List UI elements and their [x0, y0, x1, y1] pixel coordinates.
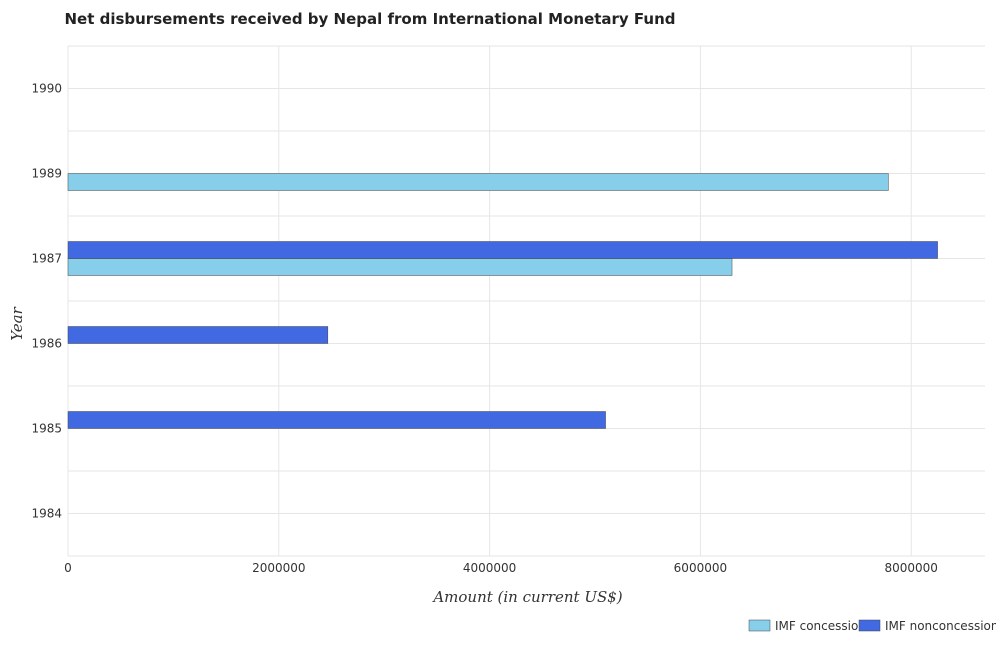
x-tick-label: 0	[64, 561, 72, 575]
y-tick-label: 1989	[31, 167, 62, 181]
legend: IMF concessional IMF nonconcessional	[748, 619, 996, 633]
x-axis-title: Amount (in current US$)	[431, 588, 622, 606]
y-axis-title: Year	[8, 306, 26, 340]
bar-imf-nonconcessional-1987	[67, 241, 938, 259]
y-tick-labels: 1984 1985 1986 1987 1989 1990	[31, 82, 62, 521]
bar-imf-nonconcessional-1986	[67, 326, 329, 344]
x-tick-label: 6000000	[674, 561, 727, 575]
bars	[67, 173, 938, 429]
x-tick-labels: 0 2000000 4000000 6000000 8000000	[64, 561, 938, 575]
y-tick-label: 1984	[31, 507, 62, 521]
bar-imf-nonconcessional-1985	[67, 411, 606, 429]
y-tick-label: 1986	[31, 337, 62, 351]
chart-title: Net disbursements received by Nepal from…	[64, 10, 675, 28]
legend-label-imf-concessional: IMF concessional	[775, 619, 877, 633]
legend-swatch-imf-concessional	[748, 619, 771, 632]
legend-swatch-imf-nonconcessional	[858, 619, 881, 632]
x-tick-label: 8000000	[884, 561, 937, 575]
y-tick-label: 1985	[31, 422, 62, 436]
x-tick-label: 4000000	[463, 561, 516, 575]
bar-imf-concessional-1987	[67, 258, 733, 276]
y-tick-label: 1987	[31, 252, 62, 266]
grid	[67, 45, 985, 557]
y-tick-label: 1990	[31, 82, 62, 96]
bar-imf-concessional-1989	[67, 173, 889, 191]
x-tick-label: 2000000	[252, 561, 305, 575]
legend-label-imf-nonconcessional: IMF nonconcessional	[885, 619, 996, 633]
